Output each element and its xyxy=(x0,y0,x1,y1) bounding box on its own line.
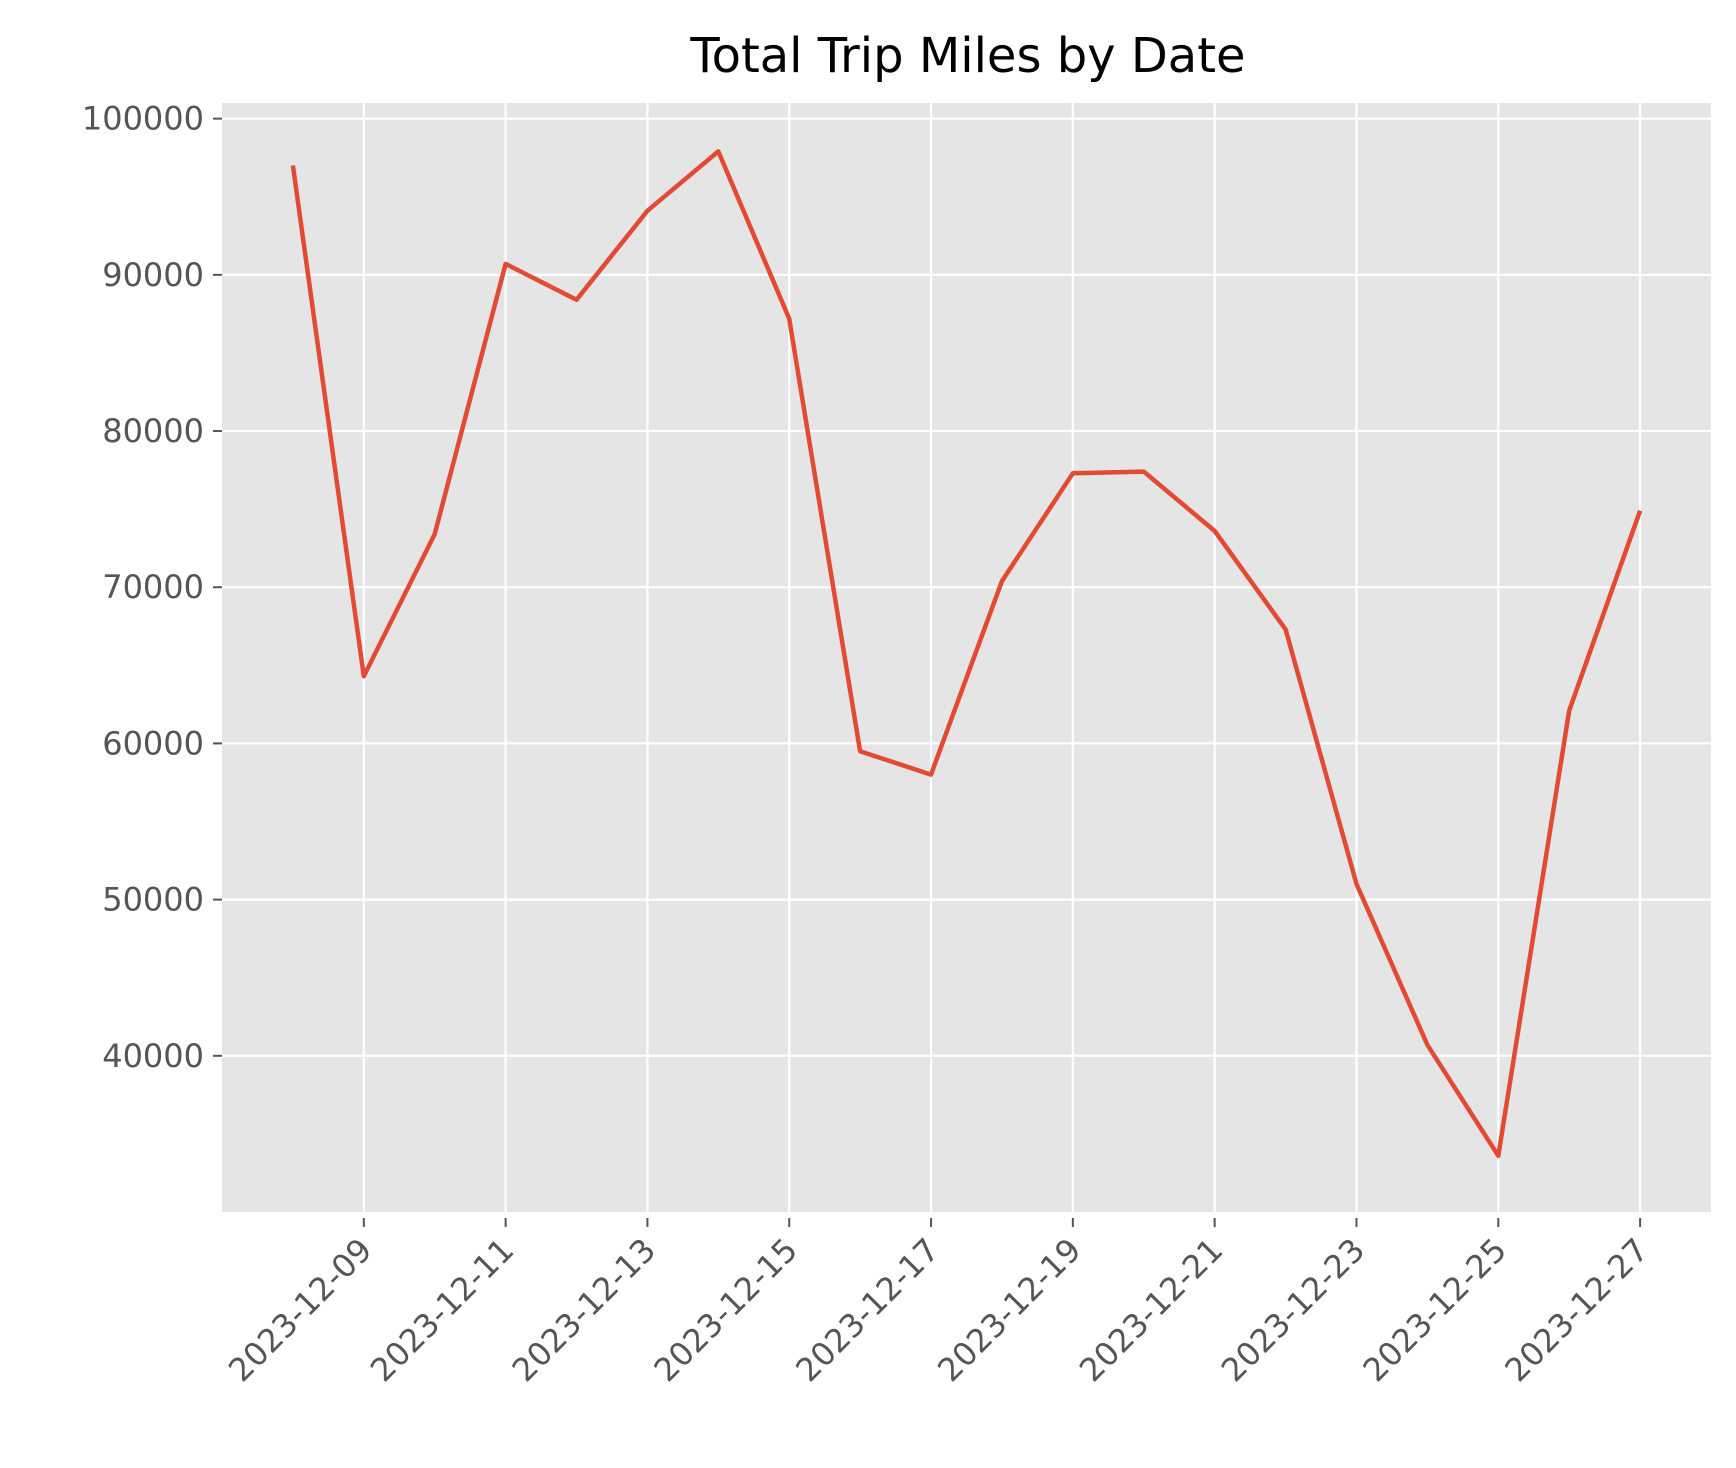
chart-title: Total Trip Miles by Date xyxy=(689,28,1245,84)
y-tick-label: 60000 xyxy=(102,724,204,762)
y-tick-label: 90000 xyxy=(102,256,204,294)
y-tick-label: 70000 xyxy=(102,568,204,606)
plot-area: 4000050000600007000080000900001000002023… xyxy=(82,100,1711,1389)
y-tick-label: 100000 xyxy=(82,100,204,138)
y-tick-label: 50000 xyxy=(102,881,204,919)
y-tick-label: 80000 xyxy=(102,412,204,450)
y-tick-label: 40000 xyxy=(102,1037,204,1075)
plot-background xyxy=(222,103,1711,1212)
series-line xyxy=(290,149,1643,1159)
